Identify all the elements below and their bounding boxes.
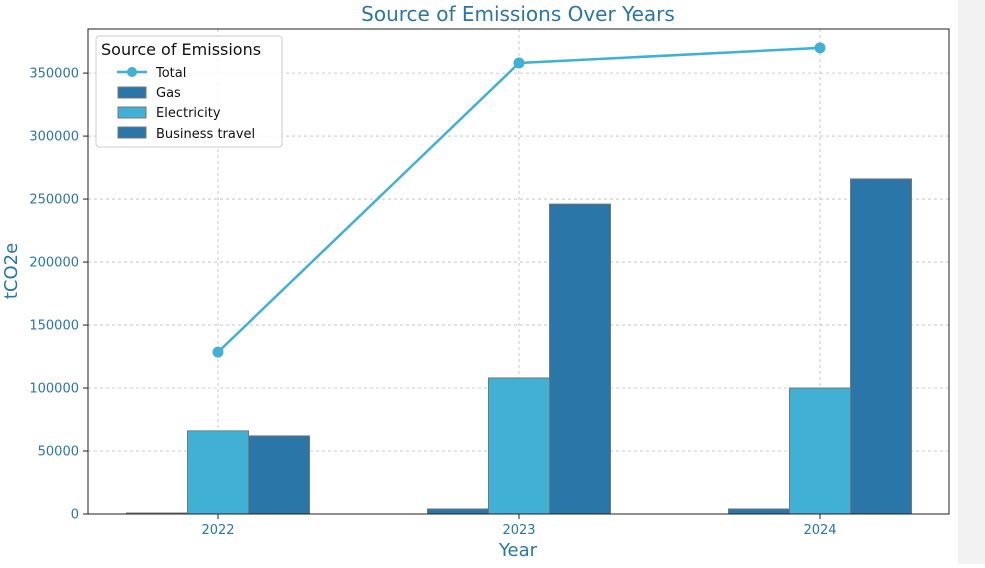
legend-label-total: Total — [155, 66, 186, 81]
y-tick-label-6: 300000 — [29, 130, 79, 145]
total-point-2023 — [513, 57, 525, 69]
bar-electricity-2023 — [488, 377, 550, 515]
legend-label-gas: Gas — [156, 86, 181, 101]
legend: Source of Emissions Total Gas Electricit… — [95, 35, 283, 148]
legend-swatch-electricity — [117, 106, 147, 119]
x-tick-label-0: 2022 — [201, 523, 234, 538]
total-line-layer — [212, 42, 826, 358]
emissions-chart: Source of Emissions Over Years 0 50000 100… — [1, 2, 950, 561]
x-axis-label: Year — [498, 540, 538, 561]
bar-electricity-2024 — [789, 387, 851, 515]
bar-business-travel-2024 — [850, 178, 912, 515]
y-tick-label-4: 200000 — [29, 256, 79, 271]
bar-business-travel-2022 — [248, 435, 310, 515]
total-point-2024 — [814, 42, 826, 54]
y-tick-label-0: 0 — [71, 508, 79, 523]
bar-business-travel-2023 — [549, 203, 611, 515]
legend-label-business-travel: Business travel — [156, 127, 255, 142]
y-tick-label-5: 250000 — [29, 193, 79, 208]
y-tick-label-1: 50000 — [38, 445, 79, 460]
total-point-2022 — [212, 346, 224, 358]
bar-marks — [126, 178, 912, 515]
bar-gas-2024 — [728, 508, 790, 515]
y-tick-label-2: 100000 — [29, 382, 79, 397]
chart-title: Source of Emissions Over Years — [361, 2, 675, 26]
y-tick-label-7: 350000 — [29, 67, 79, 82]
side-panel — [958, 0, 985, 564]
y-tick-label-3: 150000 — [29, 319, 79, 334]
legend-box — [95, 35, 283, 148]
x-tick-label-1: 2023 — [502, 523, 535, 538]
bar-electricity-2022 — [187, 430, 249, 515]
y-axis-label: tCO2e — [1, 243, 22, 299]
legend-title: Source of Emissions — [101, 40, 261, 59]
legend-swatch-gas — [117, 86, 147, 99]
legend-marker-total-dot — [127, 67, 137, 77]
x-tick-label-2: 2024 — [803, 523, 836, 538]
legend-swatch-business-travel — [117, 126, 147, 139]
axis-ticks: 0 50000 100000 150000 200000 250000 300000 3500… — [29, 67, 836, 538]
bar-gas-2023 — [427, 508, 489, 515]
legend-label-electricity: Electricity — [156, 106, 221, 121]
